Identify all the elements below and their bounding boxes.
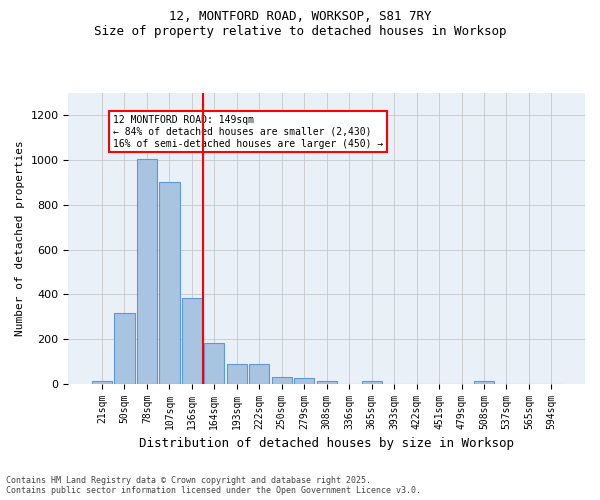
Bar (362, 381, 382, 384)
Bar (272, 378, 292, 384)
Bar (92, 382, 112, 384)
Bar (227, 364, 247, 384)
Y-axis label: Number of detached properties: Number of detached properties (15, 140, 25, 336)
Bar (317, 381, 337, 384)
Bar (159, 182, 179, 384)
Bar (474, 381, 494, 384)
Text: Contains HM Land Registry data © Crown copyright and database right 2025.
Contai: Contains HM Land Registry data © Crown c… (6, 476, 421, 495)
Text: 12 MONTFORD ROAD: 149sqm
← 84% of detached houses are smaller (2,430)
16% of sem: 12 MONTFORD ROAD: 149sqm ← 84% of detach… (113, 116, 383, 148)
Bar (204, 344, 224, 384)
Text: 12, MONTFORD ROAD, WORKSOP, S81 7RY
Size of property relative to detached houses: 12, MONTFORD ROAD, WORKSOP, S81 7RY Size… (94, 10, 506, 38)
Bar (294, 378, 314, 384)
Bar (137, 159, 157, 384)
Bar (249, 364, 269, 384)
Bar (115, 314, 134, 384)
Bar (182, 298, 202, 384)
X-axis label: Distribution of detached houses by size in Worksop: Distribution of detached houses by size … (139, 437, 514, 450)
